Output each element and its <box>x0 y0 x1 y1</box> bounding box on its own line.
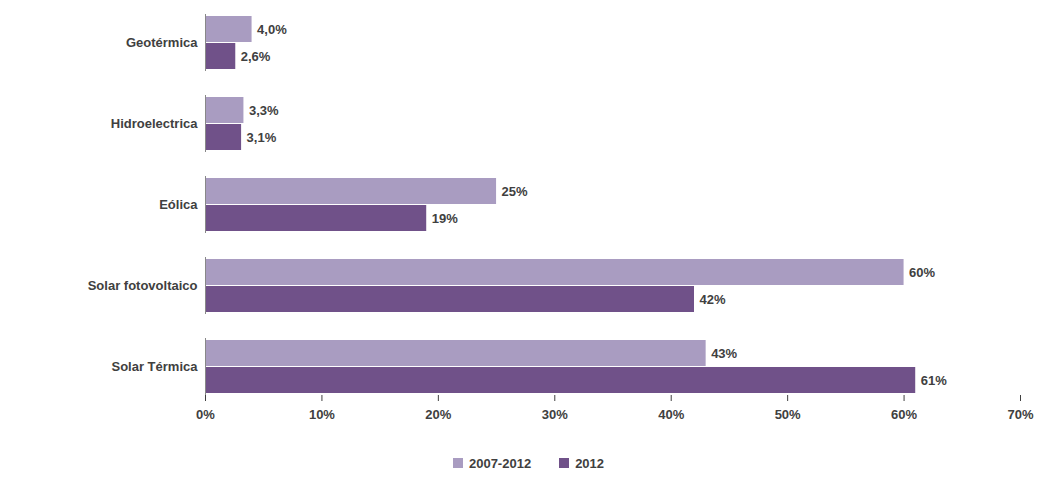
svg-text:61%: 61% <box>921 373 947 388</box>
svg-text:60%: 60% <box>891 407 917 422</box>
svg-text:Solar fotovoltaico: Solar fotovoltaico <box>88 278 198 293</box>
svg-text:19%: 19% <box>432 211 458 226</box>
svg-text:25%: 25% <box>502 184 528 199</box>
svg-text:42%: 42% <box>700 292 726 307</box>
svg-text:50%: 50% <box>775 407 801 422</box>
svg-text:40%: 40% <box>658 407 684 422</box>
svg-text:70%: 70% <box>1007 407 1033 422</box>
svg-text:Solar Térmica: Solar Térmica <box>112 359 199 374</box>
svg-text:43%: 43% <box>711 346 737 361</box>
svg-text:3,3%: 3,3% <box>249 103 279 118</box>
svg-text:4,0%: 4,0% <box>257 22 287 37</box>
svg-text:0%: 0% <box>196 407 215 422</box>
svg-text:2,6%: 2,6% <box>241 49 271 64</box>
svg-text:30%: 30% <box>542 407 568 422</box>
svg-text:10%: 10% <box>309 407 335 422</box>
html-text:2007-2012: 2007-2012 <box>469 455 532 471</box>
svg-text:60%: 60% <box>909 265 935 280</box>
svg-text:3,1%: 3,1% <box>247 130 277 145</box>
html-text:2012: 2012 <box>575 455 604 471</box>
svg-text:Eólica: Eólica <box>159 197 198 212</box>
svg-text:Geotérmica: Geotérmica <box>126 35 198 50</box>
svg-text:Hidroelectrica: Hidroelectrica <box>111 116 198 131</box>
svg-text:20%: 20% <box>425 407 451 422</box>
